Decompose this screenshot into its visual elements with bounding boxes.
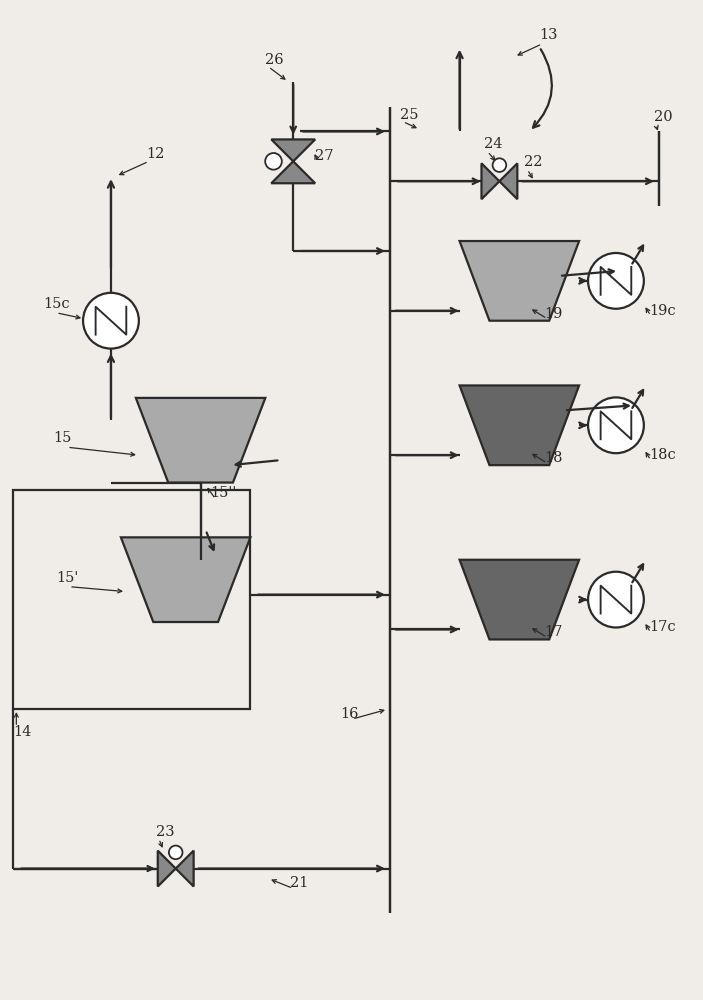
Polygon shape [157,851,176,886]
Circle shape [588,397,644,453]
Text: 16: 16 [340,707,359,721]
Text: 20: 20 [654,110,673,124]
Text: 27: 27 [315,149,334,163]
Circle shape [493,158,506,172]
Text: 19: 19 [544,307,562,321]
Polygon shape [271,161,315,183]
Text: 25: 25 [400,108,418,122]
Text: 13: 13 [539,28,557,42]
Text: 15'': 15'' [211,486,237,500]
Circle shape [588,253,644,309]
Circle shape [169,846,183,859]
Text: 18: 18 [544,451,562,465]
Polygon shape [482,163,499,199]
Text: 19c: 19c [649,304,676,318]
Text: 17: 17 [544,625,562,639]
Text: 12: 12 [146,147,165,161]
Text: 22: 22 [524,155,543,169]
Polygon shape [136,398,265,483]
Circle shape [83,293,139,349]
Text: 15: 15 [53,431,72,445]
Text: 24: 24 [484,137,503,151]
Circle shape [265,153,282,170]
Text: 15c: 15c [43,297,70,311]
Text: 23: 23 [156,825,174,839]
Text: 15': 15' [56,571,79,585]
Polygon shape [460,560,579,639]
Polygon shape [176,851,193,886]
Text: 26: 26 [265,53,284,67]
Text: 17c: 17c [649,620,676,634]
Polygon shape [121,537,250,622]
Circle shape [588,572,644,627]
Text: 18c: 18c [649,448,676,462]
Text: 21: 21 [290,876,309,890]
Text: 14: 14 [13,725,32,739]
Polygon shape [460,385,579,465]
Polygon shape [460,241,579,321]
Polygon shape [499,163,517,199]
Polygon shape [271,139,315,161]
